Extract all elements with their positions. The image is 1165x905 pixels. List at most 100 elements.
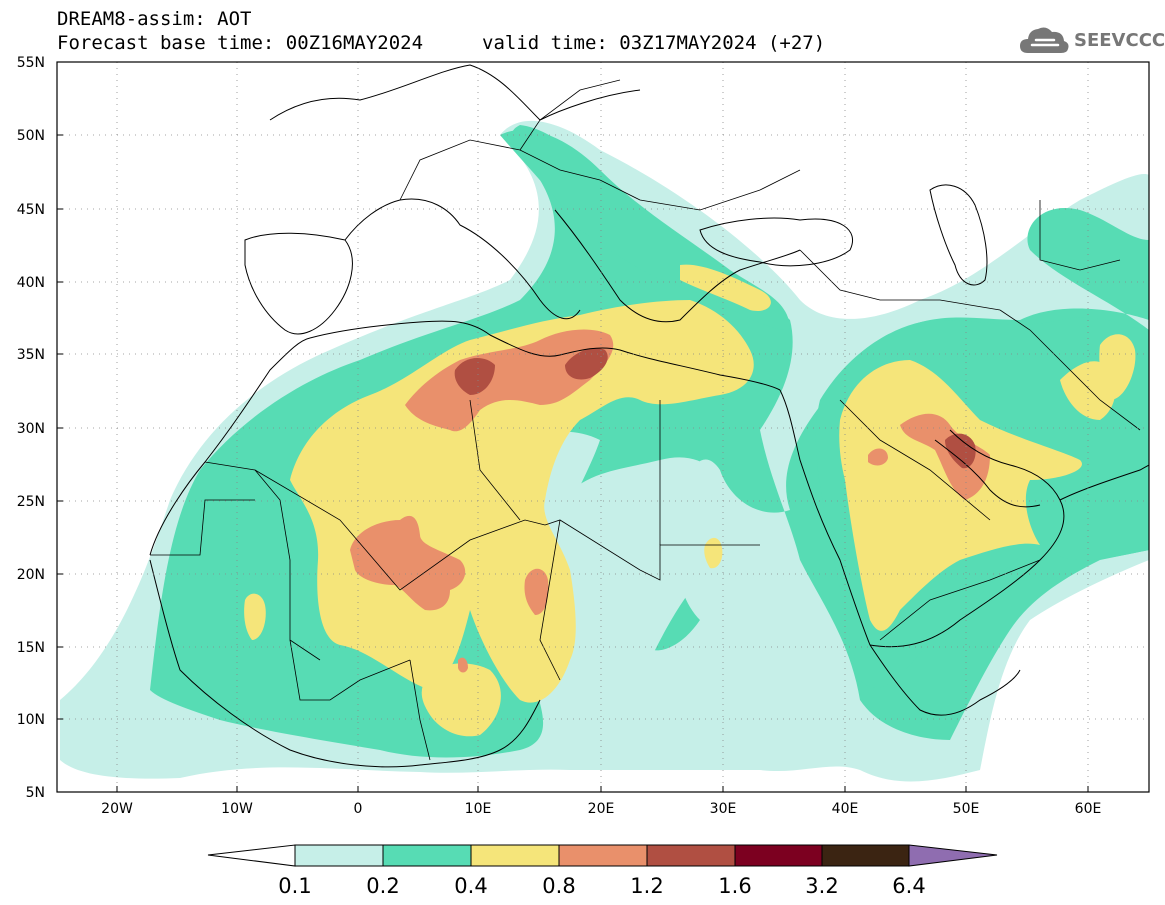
lon-label: 20W [101, 801, 133, 817]
seevccc-logo: SEEVCCC [1018, 22, 1165, 58]
colorbar-label: 6.4 [892, 874, 925, 898]
border-arabia-2 [879, 559, 1041, 641]
colorbar-segment [470, 844, 560, 867]
lat-label: 40N [17, 275, 45, 291]
lon-label: 30E [710, 801, 737, 817]
coastline-northeurope [269, 64, 641, 121]
gridlines [57, 62, 1149, 792]
aot-level-0.8-nigeria [458, 657, 468, 673]
lon-label: 50E [953, 801, 980, 817]
lat-label: 45N [17, 202, 45, 218]
coastline-blacksea [699, 217, 853, 267]
aot-field [60, 120, 1149, 782]
colorbar-segment [734, 844, 823, 867]
coastline-northafrica [309, 320, 781, 391]
border-middleeast-1 [799, 249, 1001, 311]
tick-marks [57, 61, 1089, 793]
cloud-icon [1020, 27, 1069, 53]
aot-level-0.8-iraq [900, 413, 990, 500]
colorbar-label: 1.2 [630, 874, 663, 898]
colorbar-segment [558, 844, 648, 867]
colorbar-segment [294, 844, 384, 867]
lon-label: 10E [465, 801, 492, 817]
aot-level-0.4-westafrica [244, 593, 266, 640]
border-sahara-3 [469, 399, 521, 521]
aot-level-0.4-aegean [680, 264, 771, 311]
colorbar-label: 0.8 [542, 874, 575, 898]
map-title: DREAM8-assim: AOT [57, 8, 252, 30]
latitude-labels: 55N 50N 45N 40N 35N 30N 25N 20N 15N 10N … [17, 55, 45, 801]
border-middleeast-3 [999, 309, 1141, 431]
coastline-iberia [244, 232, 353, 335]
border-westafrica-2 [289, 639, 411, 701]
colorbar-label: 3.2 [805, 874, 838, 898]
colorbar-over-arrow [908, 844, 998, 867]
aot-level-1.2-tunisia [454, 358, 495, 395]
aot-level-0.8-chad [524, 568, 549, 615]
colorbar [207, 844, 998, 867]
border-europe-2 [599, 169, 801, 211]
lat-label: 50N [17, 128, 45, 144]
colorbar-label: 0.1 [278, 874, 311, 898]
map-frame [56, 61, 1150, 793]
lat-label: 35N [17, 347, 45, 363]
lat-label: 10N [17, 712, 45, 728]
colorbar-label: 0.4 [454, 874, 487, 898]
border-europe-1 [399, 139, 601, 201]
coastline-caspian [929, 184, 988, 286]
aot-level-0.4-sahara [290, 300, 754, 703]
lat-label: 30N [17, 421, 45, 437]
aot-lightcyan-sudan [729, 566, 803, 620]
country-borders [150, 79, 1141, 761]
border-westafrica-1 [150, 499, 255, 556]
aot-level-1.2-libya [565, 348, 608, 380]
coastlines [149, 64, 1149, 768]
coastline-hornofafrica [869, 644, 1021, 716]
lat-label: 25N [17, 494, 45, 510]
colorbar-segment [646, 844, 736, 867]
colorbar-label: 1.6 [718, 874, 751, 898]
forecast-base-time: Forecast base time: 00Z16MAY2024 [57, 32, 424, 54]
lat-label: 15N [17, 640, 45, 656]
border-sahara-1 [204, 461, 321, 661]
lat-label: 5N [26, 785, 45, 801]
coastline-westafrica-south [149, 559, 421, 768]
coastline-levant-redsea [779, 389, 871, 646]
longitude-labels: 20W 10W 0 10E 20E 30E 40E 50E 60E [101, 801, 1101, 817]
lon-label: 40E [832, 801, 859, 817]
aot-lightcyan-sahara [558, 457, 733, 660]
lat-label: 55N [17, 55, 45, 71]
border-europe-3 [519, 79, 621, 151]
border-arabia-1 [839, 399, 991, 521]
aot-level-0.8-saudi [868, 448, 888, 466]
colorbar-segment [821, 844, 910, 867]
aot-level-0.4-nigeria [421, 663, 501, 737]
coastline-balkans-greece [554, 209, 801, 323]
coastline-gulfofguinea [419, 699, 541, 766]
colorbar-label: 0.2 [366, 874, 399, 898]
aot-level-1.2-kuwait [945, 433, 976, 469]
colorbar-labels: 0.1 0.2 0.4 0.8 1.2 1.6 3.2 6.4 [278, 874, 925, 898]
lon-label: 60E [1075, 801, 1102, 817]
colorbar-under-arrow [207, 844, 296, 867]
coastline-persiangulf [934, 439, 1041, 508]
coastline-france-italy [344, 198, 581, 320]
aot-level-0.4-pakistan [1099, 334, 1136, 400]
border-chad-sudan [539, 519, 561, 681]
lon-label: 10W [221, 801, 253, 817]
aot-level-0.8-sahara [350, 515, 466, 611]
logo-text: SEEVCCC [1074, 29, 1165, 51]
coastline-westafrica [149, 337, 311, 556]
lat-label: 20N [17, 567, 45, 583]
coastline-arabia [869, 429, 1065, 648]
coastline-southasia [1059, 464, 1149, 501]
border-westafrica-3 [409, 659, 431, 761]
lon-label: 20E [588, 801, 615, 817]
lon-label: 0 [354, 801, 363, 817]
border-middleeast-2 [1039, 200, 1121, 271]
colorbar-segment [382, 844, 472, 867]
valid-time: valid time: 03Z17MAY2024 (+27) [482, 32, 826, 54]
border-sahara-2 [254, 469, 546, 591]
aot-level-0.4-sudan [704, 537, 723, 569]
